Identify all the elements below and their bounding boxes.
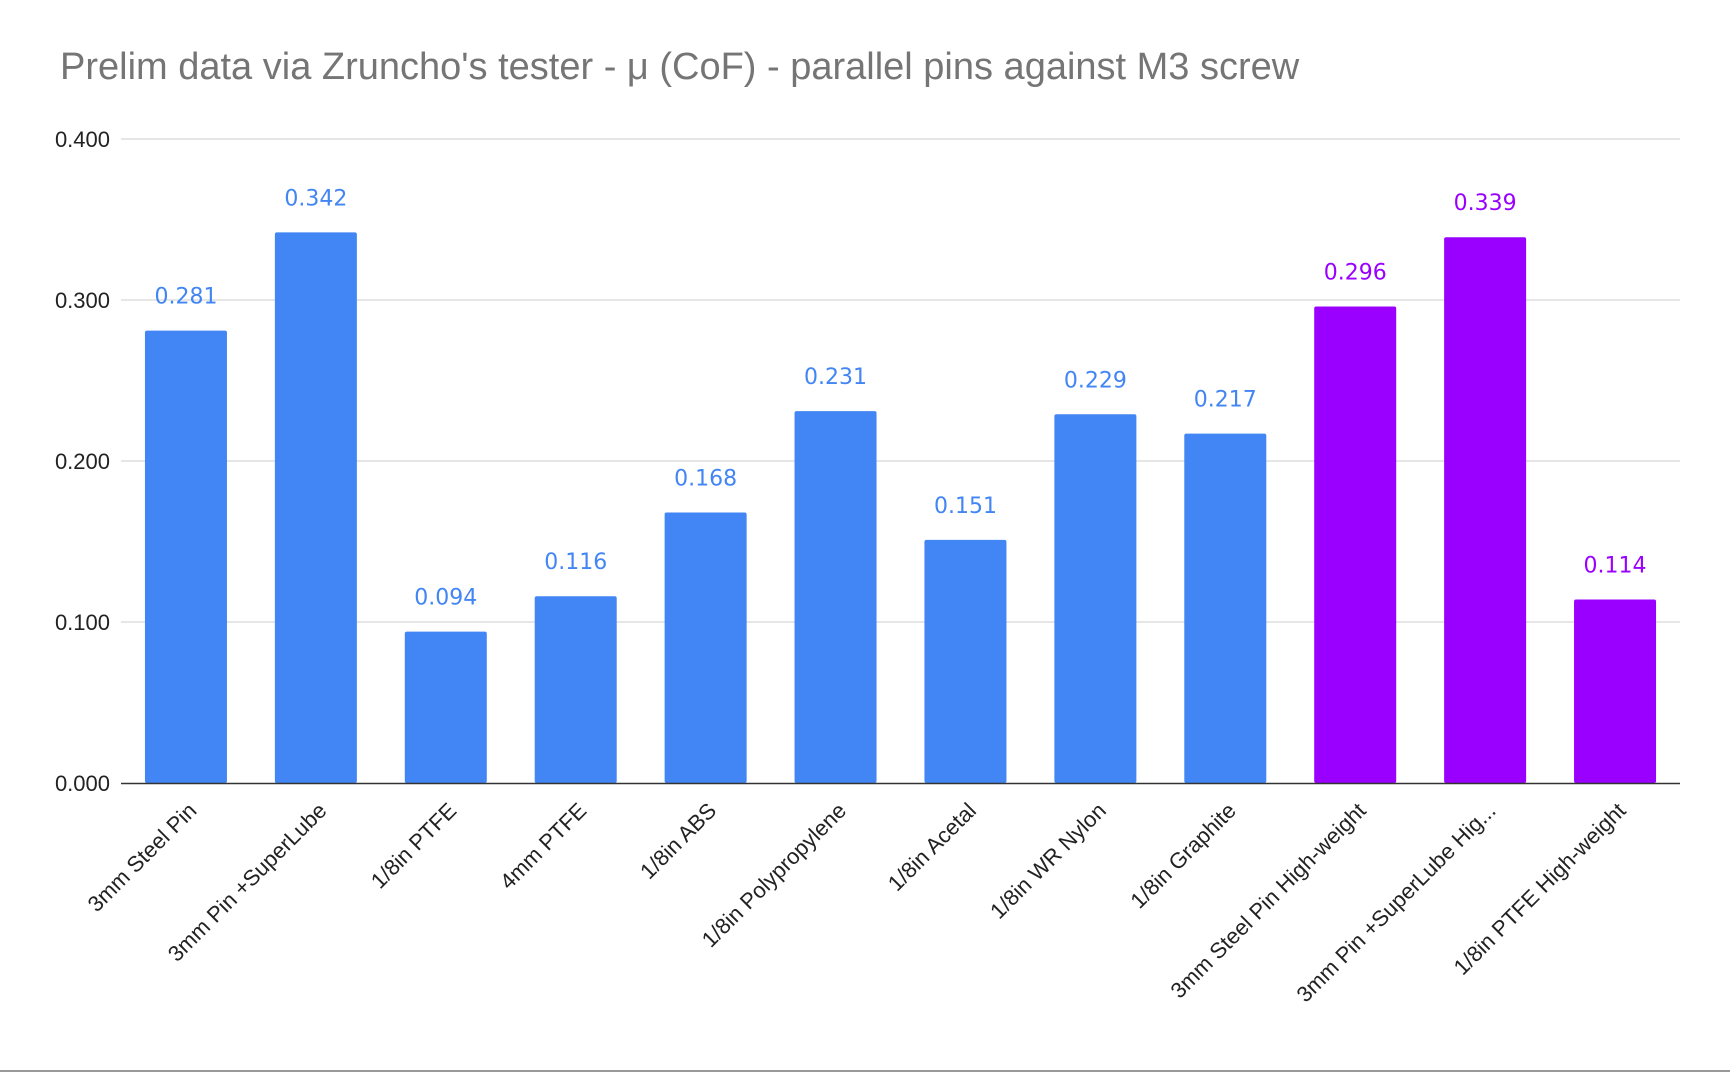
y-tick-label: 0.100 xyxy=(55,610,110,635)
y-tick-label: 0.200 xyxy=(55,449,110,474)
bar xyxy=(144,330,227,783)
data-label: 0.094 xyxy=(414,586,477,611)
chart-title: Prelim data via Zruncho's tester - μ (Co… xyxy=(60,46,1300,88)
x-tick-label: 1/8in Polypropylene xyxy=(697,798,851,952)
data-label: 0.339 xyxy=(1454,191,1517,216)
bar xyxy=(924,539,1007,783)
data-labels: 0.281 0.342 0.094 0.116 0.168 0.231 0.151 0.229… xyxy=(154,186,1646,610)
bar xyxy=(664,512,747,783)
bar xyxy=(1444,237,1527,783)
x-tick-label: 1/8in WR Nylon xyxy=(985,798,1111,924)
y-axis-ticks: 0.000 0.100 0.200 0.300 0.400 xyxy=(55,127,110,796)
data-label: 0.296 xyxy=(1324,260,1387,285)
data-label: 0.229 xyxy=(1064,368,1127,393)
data-label: 0.151 xyxy=(934,494,997,519)
data-label: 0.114 xyxy=(1584,553,1647,578)
x-tick-label: 1/8in Acetal xyxy=(883,798,981,896)
bar xyxy=(1314,306,1397,783)
data-label: 0.342 xyxy=(284,186,347,211)
y-tick-label: 0.400 xyxy=(55,127,110,152)
bar xyxy=(274,232,357,783)
data-label: 0.168 xyxy=(674,467,737,492)
x-tick-label: 3mm Steel Pin xyxy=(83,798,202,917)
bar xyxy=(1184,433,1267,783)
data-label: 0.217 xyxy=(1194,388,1257,413)
data-label: 0.231 xyxy=(804,365,867,390)
x-tick-label: 4mm PTFE xyxy=(495,798,591,894)
bar xyxy=(794,411,877,783)
x-tick-label: 1/8in PTFE xyxy=(366,798,461,893)
data-label: 0.281 xyxy=(154,285,217,310)
y-tick-label: 0.300 xyxy=(55,288,110,313)
x-tick-label: 1/8in ABS xyxy=(635,798,721,884)
bar xyxy=(534,596,617,783)
y-tick-label: 0.000 xyxy=(55,771,110,796)
data-label: 0.116 xyxy=(544,550,607,575)
x-tick-label: 1/8in Graphite xyxy=(1125,798,1240,913)
bar xyxy=(1054,414,1137,783)
bars xyxy=(144,232,1657,783)
bar xyxy=(1574,599,1657,783)
bar xyxy=(404,631,487,783)
gridlines xyxy=(121,138,1680,623)
